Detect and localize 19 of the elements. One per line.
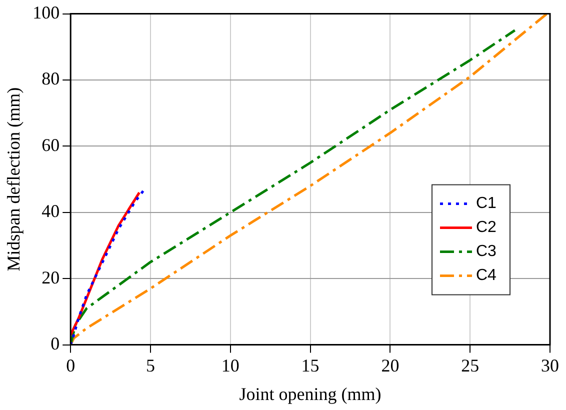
legend-label: C1 <box>476 195 497 212</box>
y-tick-label: 20 <box>42 267 60 288</box>
x-tick-label: 15 <box>301 355 320 376</box>
x-tick-label: 25 <box>461 355 480 376</box>
y-tick-label: 60 <box>42 134 60 155</box>
x-tick-label: 5 <box>146 355 155 376</box>
x-tick-label: 30 <box>541 355 559 376</box>
legend-label: C4 <box>476 267 497 284</box>
y-tick-label: 0 <box>50 334 60 354</box>
y-axis-title: Midspan deflection (mm) <box>4 87 24 272</box>
x-tick-label: 10 <box>221 355 240 376</box>
legend-label: C2 <box>476 219 497 236</box>
x-tick-label: 0 <box>66 355 76 376</box>
y-tick-label: 100 <box>32 2 60 23</box>
x-tick-label: 20 <box>381 355 400 376</box>
y-tick-label: 80 <box>42 68 60 89</box>
x-axis-title: Joint opening (mm) <box>239 384 382 404</box>
y-tick-label: 40 <box>42 201 60 222</box>
legend-label: C3 <box>476 243 497 260</box>
